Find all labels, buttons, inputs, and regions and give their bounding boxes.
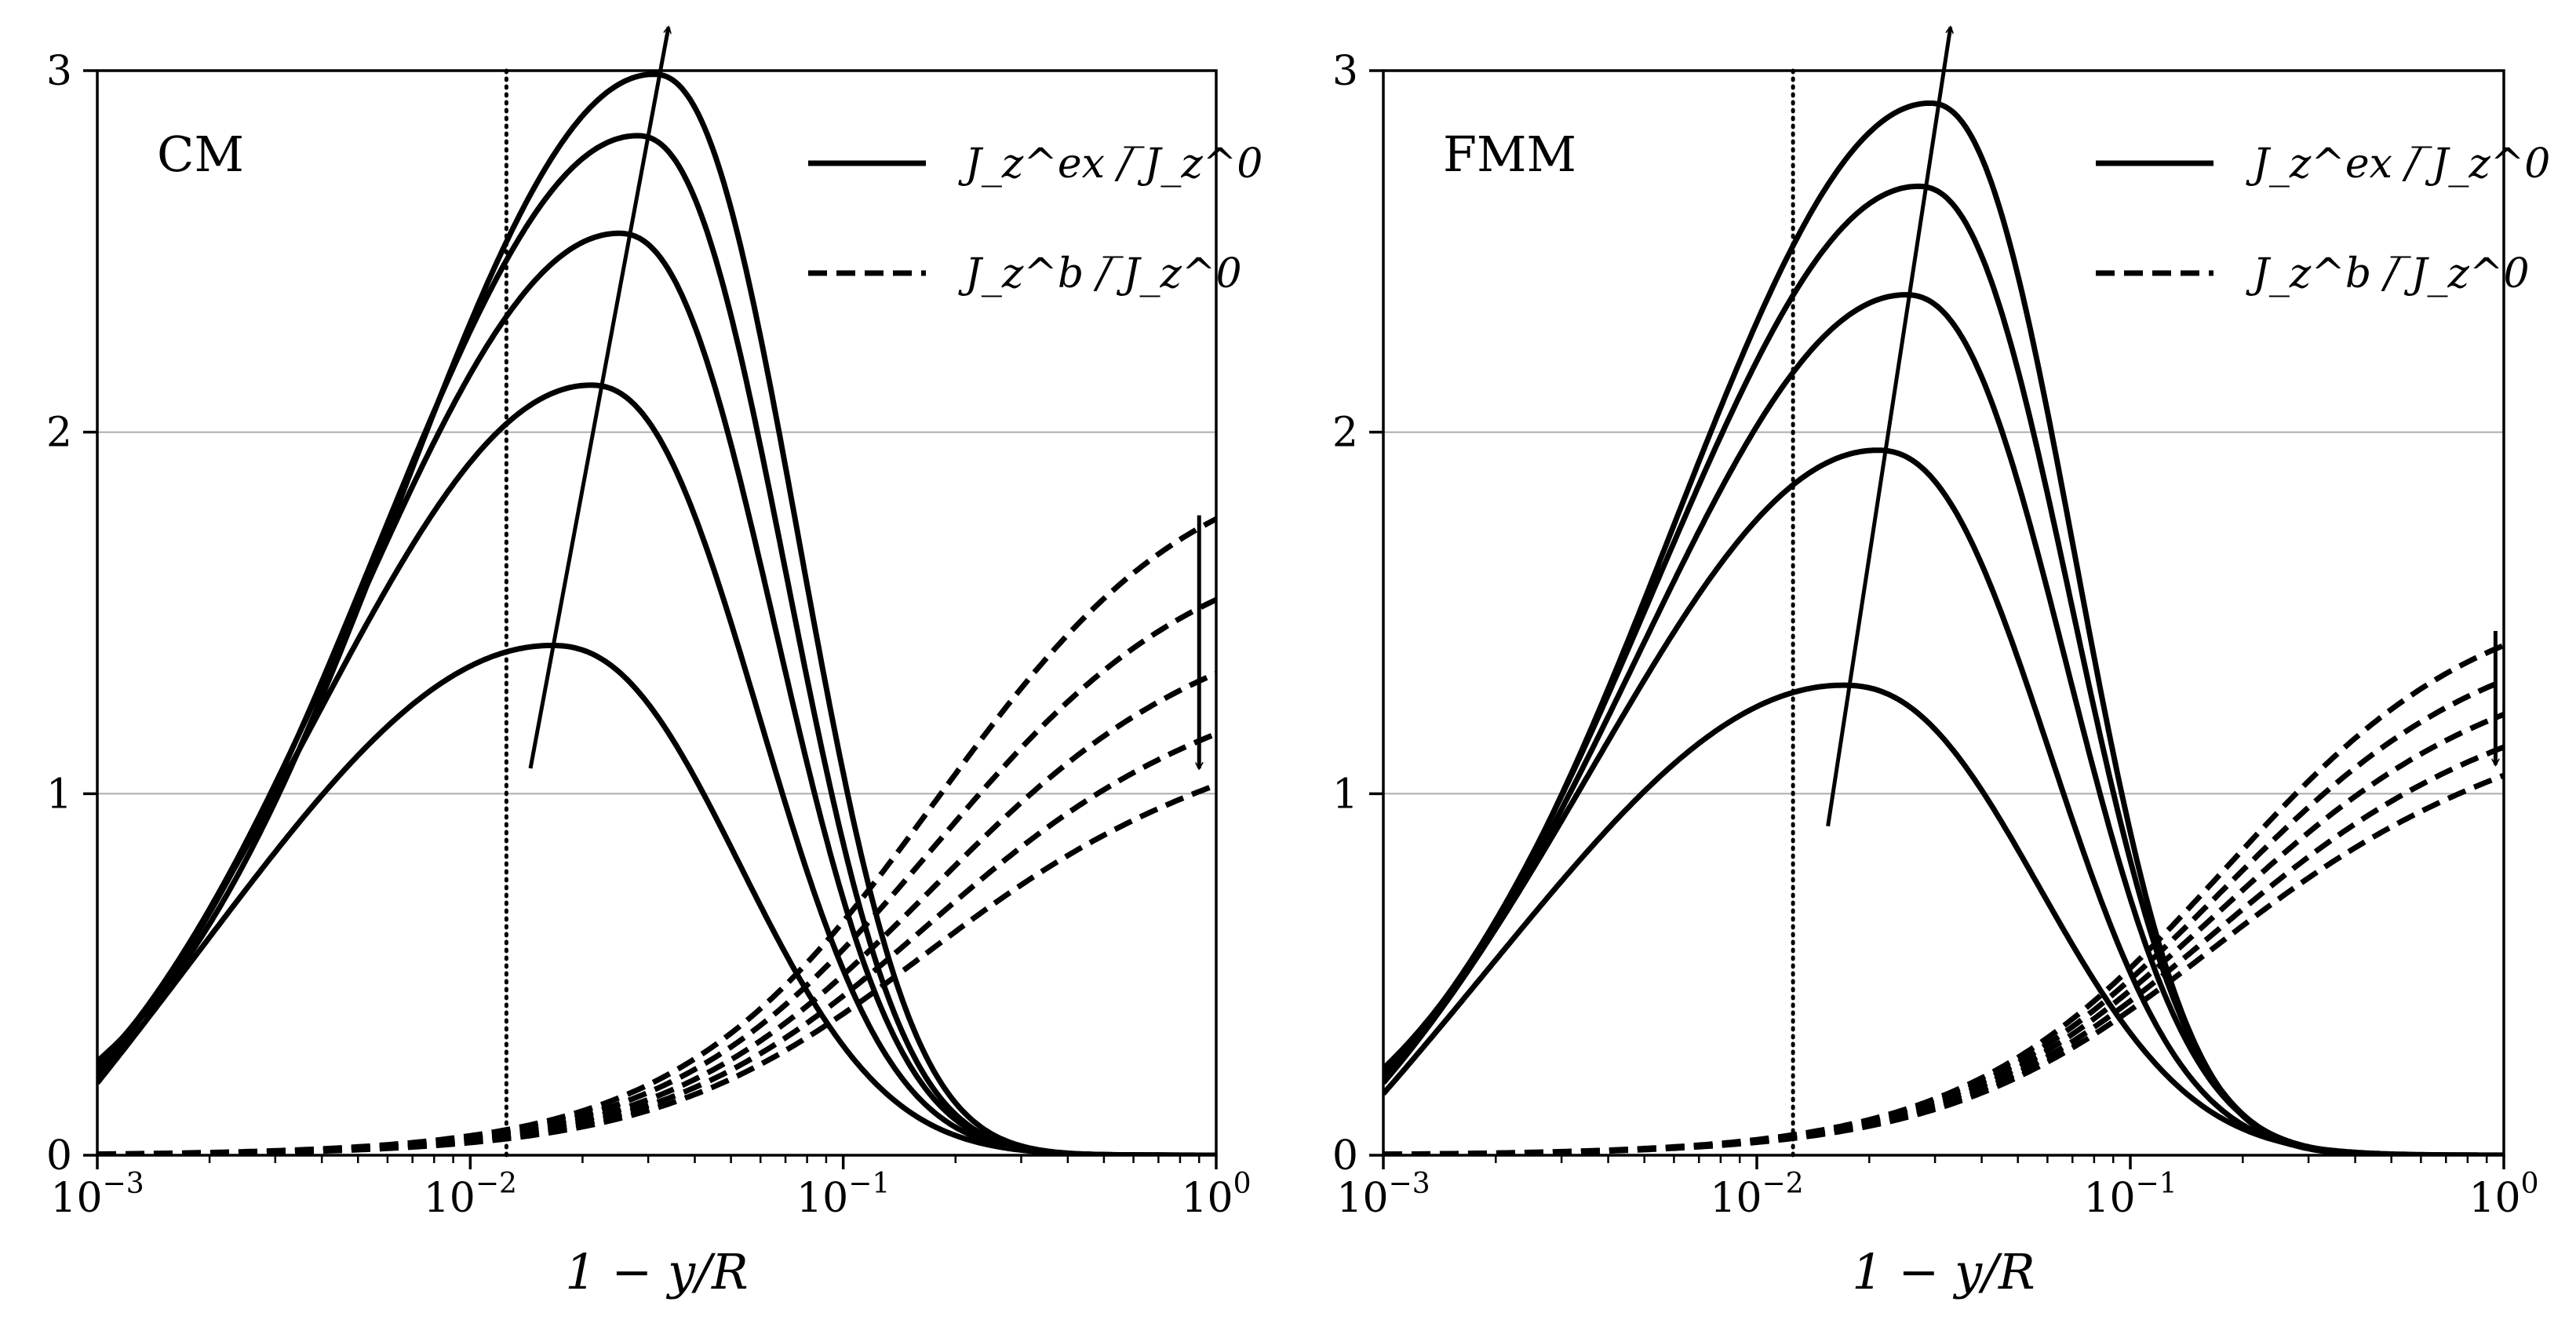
y-tick-label: 3 [46,48,72,95]
legend-label: J_z^b / ̅J_z^0 [958,250,1242,297]
legend-label: J_z^ex / ̅J_z^0 [958,140,1262,188]
series-ex-line [97,71,1216,1155]
trend-arrow-up [1826,27,1951,827]
series-ex-line [1383,183,2504,1155]
y-tick-label: 0 [1332,1132,1358,1180]
x-tick-label: 10−1 [796,1168,890,1222]
series-b-line [97,596,1216,1155]
y-tick-label: 0 [46,1132,72,1180]
series-ex-line [1383,100,2504,1155]
legend-label: J_z^ex / ̅J_z^0 [2246,140,2550,188]
panels: 10−3 10−2 10−1 100 0 1 2 3 1 − y/R CM J_z^ex / ̅J_… [46,27,2550,1300]
legend-label: J_z^b / ̅J_z^0 [2246,250,2530,297]
x-tick-label: 10−3 [1336,1168,1430,1222]
panel-fmm: 10−3 10−2 10−1 100 0 1 2 3 1 − y/R FMM J_z^ex / ̅J… [1332,27,2550,1300]
series-b-line [97,516,1216,1155]
axes-frame [96,69,1218,1157]
axes-frame [1382,69,2505,1157]
y-tick-label: 2 [46,410,72,457]
x-tick-label: 100 [1181,1168,1251,1222]
series-b-line [1383,677,2504,1155]
panel-label: FMM [1443,126,1576,183]
series-ex-line [1383,292,2504,1155]
y-tick-label: 1 [46,771,72,818]
x-tick-label: 10−2 [1710,1168,1803,1222]
series-group [97,71,1216,1155]
y-tick-label: 1 [1332,771,1358,818]
series-b-line [97,782,1216,1155]
trend-arrow-up [528,27,669,769]
x-tick-label: 10−1 [2083,1168,2177,1222]
y-tick-label: 2 [1332,410,1358,457]
x-tick-label: 100 [2469,1168,2538,1222]
x-axis-label: 1 − y/R [565,1243,748,1300]
series-b-line [1383,772,2504,1155]
series-ex-line [1383,447,2504,1155]
series-ex-line [97,230,1216,1155]
series-b-line [1383,643,2504,1155]
y-tick-label: 3 [1332,48,1358,95]
panel-cm: 10−3 10−2 10−1 100 0 1 2 3 1 − y/R CM J_z^ex / ̅J_… [46,27,1262,1300]
panel-label: CM [157,126,244,183]
x-axis-label: 1 − y/R [1852,1243,2035,1300]
x-tick-label: 10−2 [424,1168,517,1222]
series-group [1383,100,2504,1155]
x-tick-label: 10−3 [50,1168,144,1222]
series-ex-line [97,382,1216,1155]
